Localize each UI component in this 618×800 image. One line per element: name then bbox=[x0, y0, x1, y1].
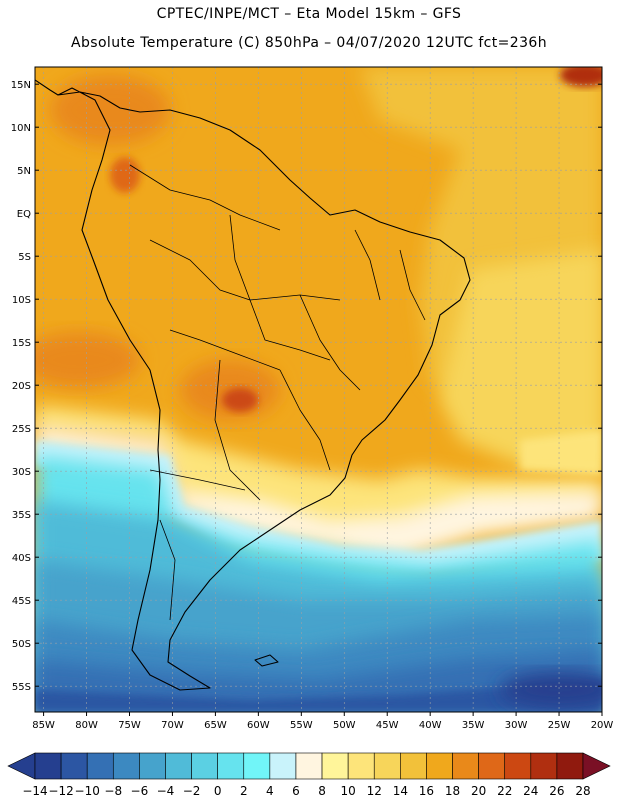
lat-tick-label: 30S bbox=[12, 467, 31, 478]
coastlines bbox=[35, 79, 471, 691]
lat-tick-label: 25S bbox=[12, 424, 31, 435]
colorbar-over-arrow bbox=[582, 752, 611, 780]
colorbar-label: −2 bbox=[183, 784, 201, 798]
colorbar-label: 4 bbox=[266, 784, 274, 798]
map-frame bbox=[34, 66, 603, 713]
lat-tick-label: 15S bbox=[12, 338, 31, 349]
colorbar-label: 28 bbox=[575, 784, 590, 798]
colorbar-bin bbox=[86, 752, 114, 780]
lat-tick-label: 15N bbox=[11, 80, 31, 91]
lat-tick-label: 40S bbox=[12, 553, 31, 564]
colorbar-label: 24 bbox=[523, 784, 538, 798]
lat-tick-label: EQ bbox=[17, 209, 31, 220]
colorbar-bin bbox=[165, 752, 192, 780]
colorbar-bin bbox=[34, 752, 62, 780]
colorbar-label: 26 bbox=[549, 784, 564, 798]
colorbar-bin bbox=[269, 752, 297, 780]
lon-tick-label: 30W bbox=[505, 720, 528, 731]
lon-tick-label: 50W bbox=[333, 720, 356, 731]
country-borders bbox=[129, 164, 426, 621]
colorbar-bin bbox=[191, 752, 218, 780]
colorbar-label: 0 bbox=[214, 784, 222, 798]
colorbar-bin bbox=[112, 752, 140, 780]
colorbar-bin bbox=[400, 752, 427, 780]
lat-tick-label: 10N bbox=[11, 123, 31, 134]
central-america-coast bbox=[35, 79, 59, 96]
colorbar-bin bbox=[530, 752, 558, 780]
colorbar-label: 12 bbox=[367, 784, 382, 798]
colorbar-bin bbox=[139, 752, 166, 780]
lat-tick-label: 55S bbox=[12, 682, 31, 693]
colorbar-bin bbox=[295, 752, 323, 780]
temperature-field bbox=[35, 67, 602, 712]
lat-tick-label: 50S bbox=[12, 639, 31, 650]
south-america-coastline bbox=[57, 87, 471, 691]
lon-tick-label: 55W bbox=[290, 720, 313, 731]
colorbar-under-arrow bbox=[7, 752, 36, 780]
lat-tick-label: 10S bbox=[12, 295, 31, 306]
colorbar-label: −10 bbox=[75, 784, 100, 798]
colorbar-bin bbox=[556, 752, 584, 780]
lon-tick-label: 75W bbox=[118, 720, 141, 731]
colorbar-bin bbox=[347, 752, 375, 780]
lon-tick-label: 70W bbox=[161, 720, 184, 731]
lat-tick-label: 20S bbox=[12, 381, 31, 392]
colorbar-bin bbox=[321, 752, 349, 780]
lon-tick-label: 20W bbox=[591, 720, 614, 731]
colorbar-bin bbox=[504, 752, 532, 780]
colorbar-label: −4 bbox=[157, 784, 175, 798]
colorbar-bin bbox=[60, 752, 88, 780]
colorbar-bin bbox=[452, 752, 479, 780]
colorbar-label: −12 bbox=[48, 784, 73, 798]
lat-tick-label: 5S bbox=[18, 252, 31, 263]
title-variable: Absolute Temperature (C) 850hPa – 04/07/… bbox=[70, 35, 547, 51]
colorbar-bin bbox=[243, 752, 271, 780]
colorbar-label: −8 bbox=[104, 784, 122, 798]
colorbar-label: 14 bbox=[393, 784, 408, 798]
colorbar-label: −6 bbox=[131, 784, 149, 798]
lon-tick-label: 40W bbox=[419, 720, 442, 731]
colorbar: −14 −12 −10 −8 −6 −4 −2 0 2 4 6 8 10 12 14 16 18 20 22 24 26… bbox=[7, 752, 611, 798]
longitude-axis: 85W 80W 75W 70W 65W 60W 55W 50W 45W 40W 35W 30W 25W 2… bbox=[32, 712, 614, 731]
title-model: CPTEC/INPE/MCT – Eta Model 15km – GFS bbox=[156, 6, 462, 22]
lon-tick-label: 35W bbox=[462, 720, 485, 731]
colorbar-label: 16 bbox=[419, 784, 434, 798]
lat-tick-label: 35S bbox=[12, 510, 31, 521]
colorbar-bin bbox=[478, 752, 506, 780]
colorbar-bin bbox=[217, 752, 245, 780]
colorbar-label: −14 bbox=[22, 784, 47, 798]
colorbar-label: 20 bbox=[471, 784, 486, 798]
lon-tick-label: 45W bbox=[376, 720, 399, 731]
colorbar-bin bbox=[426, 752, 453, 780]
lat-tick-label: 5N bbox=[17, 166, 31, 177]
lat-tick-label: 45S bbox=[12, 596, 31, 607]
colorbar-bin bbox=[373, 752, 401, 780]
colorbar-label: 18 bbox=[445, 784, 460, 798]
lon-tick-label: 80W bbox=[75, 720, 98, 731]
latitude-axis: 15N 10N 5N EQ 5S 10S 15S 20S 25S 30S 35S 40S 45S 50S 5… bbox=[11, 80, 602, 693]
colorbar-label: 8 bbox=[318, 784, 326, 798]
colorbar-label: 22 bbox=[497, 784, 512, 798]
colorbar-label: 2 bbox=[240, 784, 248, 798]
colorbar-label: 10 bbox=[341, 784, 356, 798]
falkland-islands bbox=[254, 654, 279, 667]
lon-tick-label: 85W bbox=[32, 720, 55, 731]
lon-tick-label: 60W bbox=[247, 720, 270, 731]
colorbar-label: 6 bbox=[292, 784, 300, 798]
lon-tick-label: 25W bbox=[548, 720, 571, 731]
lon-tick-label: 65W bbox=[204, 720, 227, 731]
